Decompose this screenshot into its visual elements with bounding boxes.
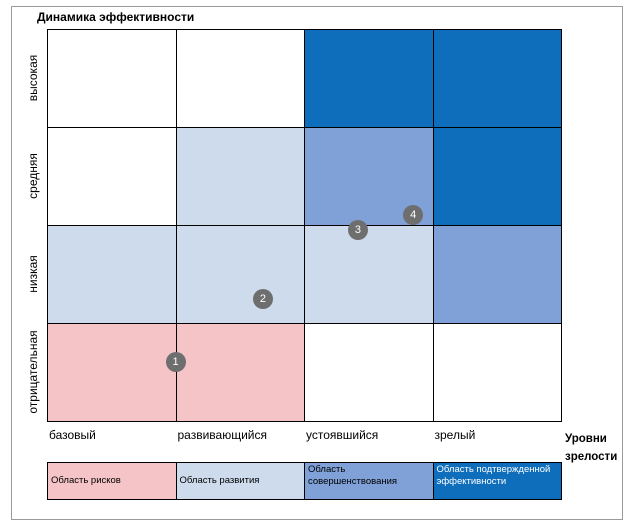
x-level-developing: развивающийся — [177, 428, 267, 442]
stage-marker-1: 1 — [165, 352, 186, 373]
x-level-basic: базовый — [49, 428, 96, 442]
y-level-negative: отрицательная — [26, 330, 40, 414]
legend-item-risk: Область рисков — [47, 462, 177, 500]
stage-marker-2: 2 — [252, 288, 273, 309]
matrix-cell-none — [175, 29, 305, 128]
legend-item-development: Область развития — [175, 462, 305, 500]
legend: Область рисков Область развития Область со… — [47, 462, 562, 500]
matrix-cell-none — [432, 323, 562, 422]
diagram-frame — [11, 6, 623, 520]
matrix-cell-improvement — [432, 225, 562, 324]
x-axis-title: Уровни зрелости — [565, 433, 618, 463]
x-level-established: устоявшийся — [306, 428, 379, 442]
matrix-cell-risk — [47, 323, 177, 422]
legend-item-improvement: Область совершенствования — [304, 462, 434, 500]
matrix-cell-proven — [432, 29, 562, 128]
matrix-cell-none — [304, 323, 434, 422]
matrix-cell-proven — [304, 29, 434, 128]
matrix-cell-proven — [432, 127, 562, 226]
stage-marker-4: 4 — [403, 205, 424, 226]
y-level-high: высокая — [26, 54, 40, 102]
diagram-title: Динамика эффективности — [37, 10, 195, 24]
matrix-cell-none — [47, 29, 177, 128]
matrix-cell-development — [175, 127, 305, 226]
matrix-grid — [47, 29, 562, 422]
matrix-cell-development — [47, 225, 177, 324]
matrix-cell-risk — [175, 323, 305, 422]
legend-item-proven: Область подтвержденной эффективности — [432, 462, 562, 500]
matrix-cell-none — [47, 127, 177, 226]
matrix-cell-development — [175, 225, 305, 324]
y-level-low: низкая — [26, 255, 40, 293]
x-level-mature: зрелый — [434, 428, 476, 442]
y-level-medium: средняя — [26, 153, 40, 199]
stage-marker-3: 3 — [347, 219, 368, 240]
matrix-cell-development — [304, 225, 434, 324]
